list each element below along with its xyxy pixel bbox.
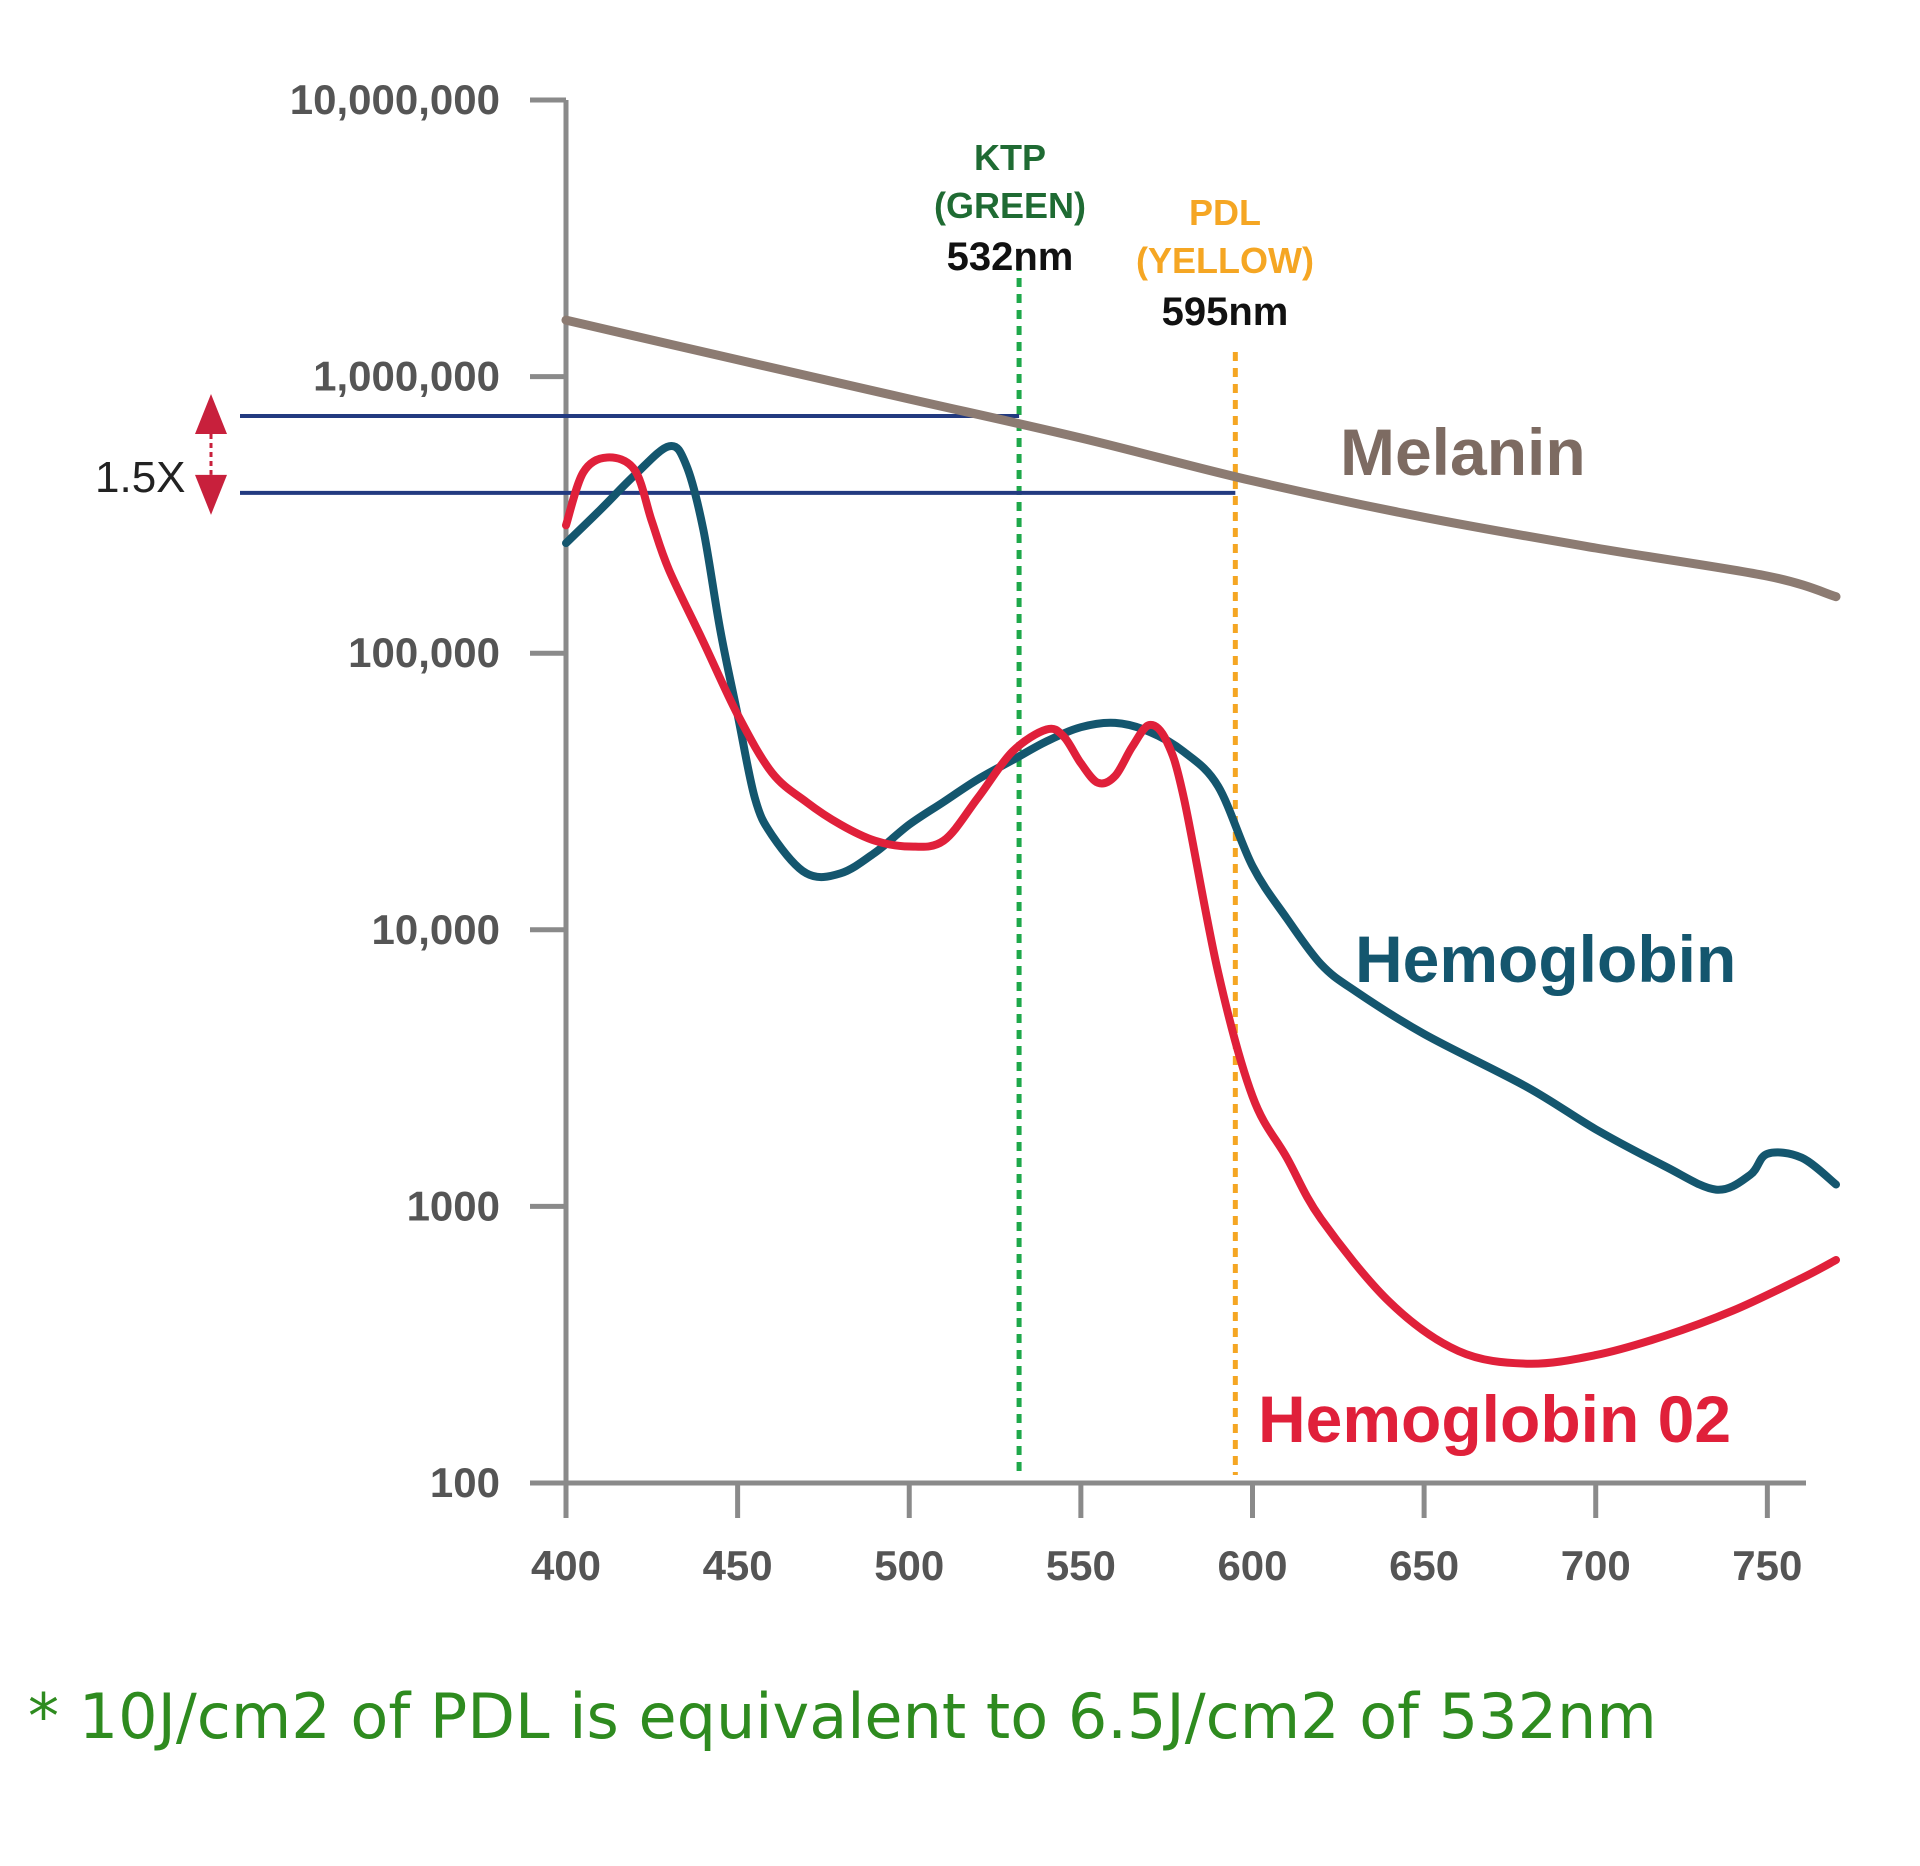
ratio-label: 1.5X [95, 453, 186, 502]
y-tick-label: 10,000 [372, 906, 500, 953]
x-tick-label: 500 [874, 1542, 944, 1589]
ratio-indicator [195, 394, 1236, 515]
hemoglobin-o2-label: Hemoglobin 02 [1258, 1382, 1731, 1456]
melanin-label: Melanin [1340, 415, 1586, 489]
x-tick-label: 450 [703, 1542, 773, 1589]
pdl-color-label: (YELLOW) [1136, 240, 1314, 281]
y-tick-label: 10,000,000 [290, 76, 500, 123]
ktp-color-label: (GREEN) [934, 185, 1086, 226]
y-tick-label: 1,000,000 [313, 353, 500, 400]
x-tick-label: 550 [1046, 1542, 1116, 1589]
y-tick-label: 100 [430, 1459, 500, 1506]
ratio-arrow-down-head [195, 474, 227, 515]
axes: 10,000,000 1,000,000 100,000 10,000 1000 100 4… [290, 76, 1806, 1589]
laser-reference-lines [1016, 262, 1238, 1475]
x-tick-label: 600 [1217, 1542, 1287, 1589]
ktp-wavelength-label: 532nm [947, 235, 1074, 279]
x-tick-label: 750 [1732, 1542, 1802, 1589]
ktp-label: KTP [974, 137, 1046, 178]
x-tick-label: 400 [531, 1542, 601, 1589]
hemoglobin-label: Hemoglobin [1355, 922, 1736, 996]
footnote: * 10J/cm2 of PDL is equivalent to 6.5J/c… [28, 1680, 1657, 1753]
ratio-arrow-up-head [195, 394, 227, 435]
series-lines [561, 315, 1841, 1368]
pdl-wavelength-label: 595nm [1162, 290, 1289, 334]
x-tick-label: 650 [1389, 1542, 1459, 1589]
x-tick-label: 700 [1561, 1542, 1631, 1589]
y-tick-label: 1000 [407, 1182, 500, 1229]
y-tick-label: 100,000 [348, 629, 500, 676]
melanin-line [561, 315, 1841, 602]
hemoglobin-o2-line [562, 453, 1840, 1368]
pdl-label: PDL [1189, 192, 1261, 233]
